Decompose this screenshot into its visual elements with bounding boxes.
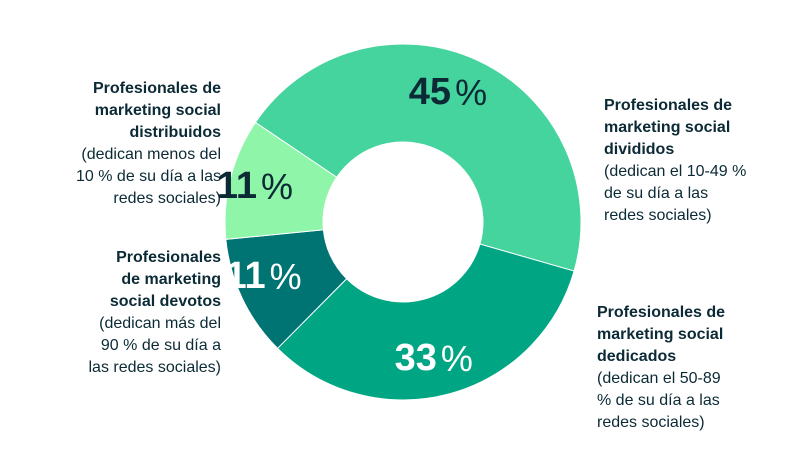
legend-title-distribuidos: Profesionales de marketing social distri…: [92, 80, 221, 141]
value-number-devotos: 11: [225, 255, 265, 297]
legend-title-divididos: Profesionales de marketing social dividi…: [604, 97, 733, 158]
value-label-dedicados: 33%: [395, 337, 473, 379]
value-unit-dedicados: %: [441, 337, 473, 378]
legend-desc-devotos: (dedican más del 90 % de su día a las re…: [88, 315, 222, 376]
value-number-dedicados: 33: [395, 337, 437, 379]
value-unit-divididos: %: [455, 72, 487, 113]
slice-dedicados: [276, 243, 575, 401]
value-number-distribuidos: 11: [217, 165, 257, 207]
legend-label-distribuidos: Profesionales de marketing social distri…: [20, 78, 221, 210]
value-label-divididos: 45%: [409, 71, 487, 113]
legend-desc-dedicados: (dedican el 50-89 % de su día a las rede…: [597, 370, 721, 431]
slice-distribuidos: [224, 121, 338, 240]
value-unit-distribuidos: %: [261, 166, 293, 207]
legend-desc-distribuidos: (dedican menos del 10 % de su día a las …: [76, 146, 221, 207]
value-label-devotos: 11%: [225, 255, 301, 297]
value-unit-devotos: %: [270, 255, 302, 296]
legend-label-dedicados: Profesionales de marketing social dedica…: [597, 302, 725, 434]
legend-label-divididos: Profesionales de marketing social dividi…: [604, 95, 746, 227]
legend-title-dedicados: Profesionales de marketing social dedica…: [597, 304, 726, 365]
slice-divididos: [254, 43, 582, 272]
legend-label-devotos: Profesionales de marketing social devoto…: [20, 247, 222, 379]
value-label-distribuidos: 11%: [217, 165, 293, 207]
legend-title-devotos: Profesionales de marketing social devoto…: [109, 249, 221, 310]
legend-desc-divididos: (dedican el 10-49 % de su día a las rede…: [604, 163, 747, 224]
value-number-divididos: 45: [409, 71, 451, 113]
